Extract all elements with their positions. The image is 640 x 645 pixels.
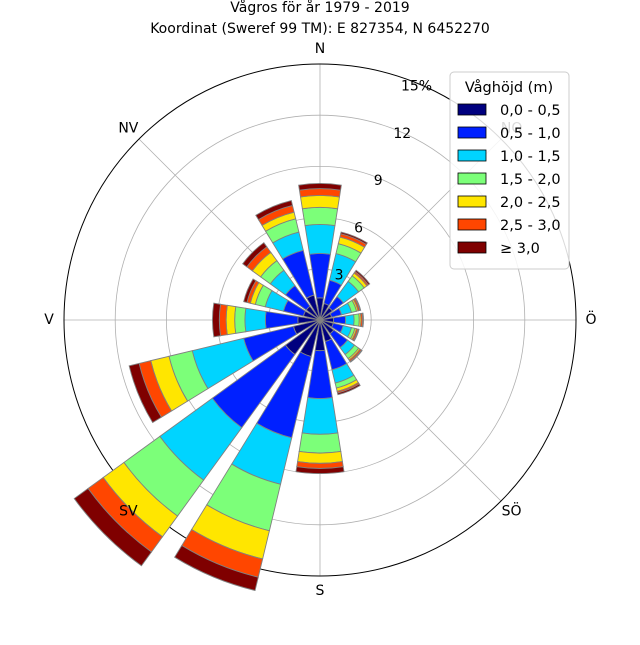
rose-bar-segment	[298, 188, 342, 198]
legend-items: 0,0 - 0,5 0,5 - 1,0 1,0 - 1,5 1,5 - 2,0 2,0 …	[457, 103, 561, 257]
rose-bar-segment	[212, 302, 222, 338]
rose-bar-segment	[332, 315, 347, 325]
radial-tick-label: 6	[354, 220, 363, 236]
rose-bar-segment	[361, 312, 364, 328]
rose-bar-segment	[301, 397, 339, 435]
legend-label: 2,5 - 3,0	[500, 218, 561, 234]
rose-bar-segment	[349, 349, 363, 363]
legend-swatch	[457, 126, 487, 139]
legend: Våghöjd (m) 0,0 - 0,5 0,5 - 1,0 1,0 - 1,5 1…	[449, 71, 570, 270]
chart-subtitle: Koordinat (Sweref 99 TM): E 827354, N 64…	[150, 21, 490, 37]
legend-label: 1,5 - 2,0	[500, 172, 561, 188]
legend-swatch	[457, 103, 487, 116]
rose-bar-segment	[354, 269, 371, 286]
legend-label: ≥ 3,0	[500, 241, 540, 257]
direction-label: Ö	[585, 310, 596, 328]
rose-bar-segment	[297, 450, 343, 464]
radial-tick-label: 9	[374, 173, 383, 189]
legend-label: 1,0 - 1,5	[500, 149, 561, 165]
rose-bar-segment	[242, 242, 268, 268]
rose-bar-segment	[225, 304, 237, 336]
rose-bar-segment	[301, 206, 339, 227]
chart-title: Vågros för år 1979 - 2019	[230, 0, 409, 16]
radial-tick-label: 12	[393, 126, 411, 142]
legend-swatch	[457, 218, 487, 231]
rose-bar-segment	[255, 199, 294, 221]
legend-swatch	[457, 195, 487, 208]
rose-bar-segment	[353, 313, 360, 327]
direction-label: SÖ	[502, 502, 522, 520]
rose-bar-segment	[344, 314, 355, 326]
legend-frame	[449, 71, 570, 270]
legend-label: 0,5 - 1,0	[500, 126, 561, 142]
radial-tick-label: 3	[335, 268, 344, 284]
legend-swatch	[457, 172, 487, 185]
rose-bar-segment	[218, 303, 228, 337]
rose-bar-segment	[174, 544, 259, 592]
rose-bar-segment	[299, 195, 341, 210]
direction-label: N	[315, 41, 325, 57]
rose-bar-segment	[128, 362, 163, 424]
direction-label: V	[44, 312, 54, 328]
rose-bar-segment	[244, 307, 267, 333]
rose-bars	[73, 183, 371, 592]
rose-bar-segment	[234, 306, 247, 334]
rose-bar-segment	[73, 487, 153, 567]
rose-bar-segment	[298, 432, 342, 454]
legend-swatch	[457, 241, 487, 254]
rose-bar-segment	[354, 297, 362, 311]
legend-title: Våghöjd (m)	[465, 79, 553, 96]
rose-bar-segment	[243, 278, 257, 304]
rose-bar-segment	[340, 231, 368, 245]
direction-label: S	[316, 583, 325, 599]
legend-label: 2,0 - 2,5	[500, 195, 561, 211]
rose-bar-segment	[336, 383, 361, 396]
direction-label: SV	[119, 504, 138, 520]
legend-swatch	[457, 149, 487, 162]
rose-bar-segment	[298, 183, 342, 191]
direction-label: NV	[118, 120, 138, 136]
rose-bar-segment	[352, 328, 360, 342]
outer-ring	[63, 63, 577, 577]
rose-bar-segment	[295, 466, 345, 474]
legend-label: 0,0 - 0,5	[500, 103, 561, 119]
radial-max-label: 15%	[401, 78, 432, 94]
rose-bar-segment	[304, 223, 336, 255]
